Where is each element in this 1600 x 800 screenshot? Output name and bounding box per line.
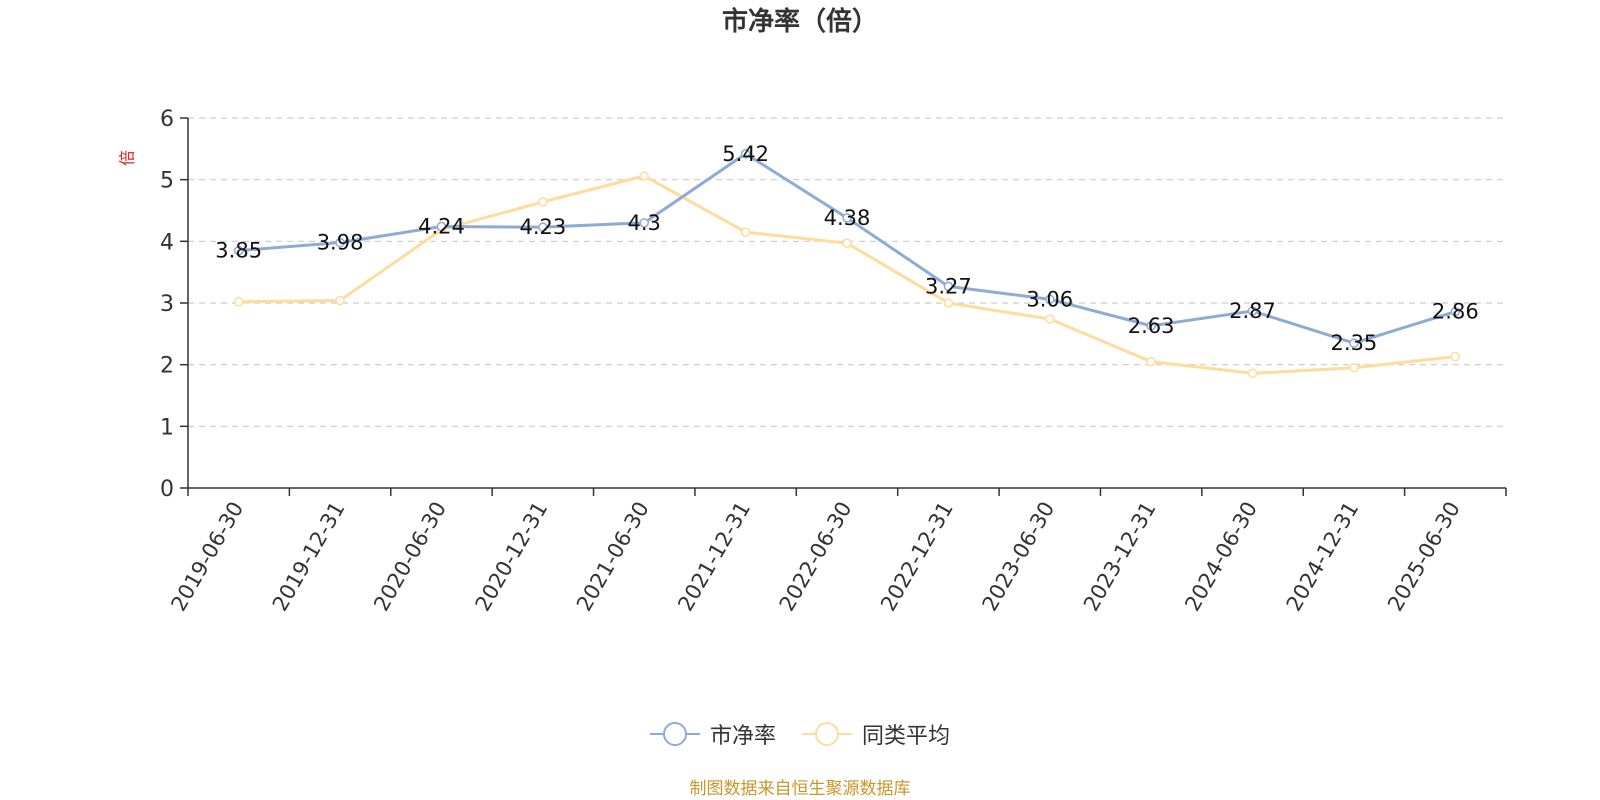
data-label: 4.38 [824,206,871,230]
x-tick-label: 2025-06-30 [1383,498,1465,616]
legend-item-0[interactable]: 市净率 [649,718,776,750]
data-point[interactable] [943,298,954,308]
data-point[interactable] [233,245,244,256]
data-label: 2.87 [1229,299,1276,323]
data-point[interactable] [1146,321,1156,331]
x-tick-label: 2024-06-30 [1180,498,1262,616]
data-point[interactable] [943,281,954,292]
data-point[interactable] [1450,351,1461,362]
data-label: 4.24 [418,215,465,239]
data-point[interactable] [842,238,852,248]
data-point[interactable] [842,213,852,223]
data-point[interactable] [538,197,548,207]
data-label: 3.06 [1026,287,1073,311]
data-labels: 3.85 3.98 4.24 4.23 4.3 5.42 4.38 3.27 3.06 2.63 2… [215,142,1478,355]
x-tick-label: 2023-06-30 [977,498,1059,616]
x-tick-label: 2019-12-31 [268,498,350,616]
data-label: 4.3 [628,211,661,235]
data-point[interactable] [233,297,244,307]
x-tick-label: 2024-12-31 [1282,498,1364,616]
data-point[interactable] [335,237,345,248]
series-lines [233,149,1461,379]
data-point[interactable] [1247,368,1258,379]
y-tick-label: 4 [160,230,174,255]
x-tick-label: 2021-12-31 [673,498,755,616]
x-tick-label: 2021-06-30 [572,498,654,616]
chart-title: 市净率（倍） [721,7,878,37]
data-point[interactable] [1146,356,1156,367]
data-point[interactable] [436,221,447,232]
data-point[interactable] [1045,294,1055,305]
legend-marker-icon [802,721,852,747]
data-point[interactable] [1045,314,1055,324]
data-label: 3.98 [317,231,364,255]
data-point[interactable] [1349,363,1359,373]
y-tick-label: 6 [160,107,174,132]
legend-item-1[interactable]: 同类平均 [802,718,950,750]
data-label: 2.63 [1128,314,1175,338]
y-axis-label: 倍 [118,150,137,166]
data-point[interactable] [538,222,548,232]
legend: 市净率 同类平均 [0,718,1600,750]
data-point[interactable] [1349,338,1359,348]
data-point[interactable] [1450,306,1461,317]
data-label: 5.42 [722,142,769,166]
x-tick-label: 2022-12-31 [876,498,958,616]
data-point[interactable] [335,295,345,306]
data-point[interactable] [740,149,751,159]
data-point[interactable] [1247,306,1258,316]
data-label: 3.27 [925,274,972,298]
data-point[interactable] [740,227,751,237]
data-label: 2.35 [1331,331,1378,355]
legend-marker-icon [649,721,700,747]
data-point[interactable] [639,171,649,181]
x-tick-label: 2020-12-31 [471,498,553,616]
y-tick-label: 5 [160,169,174,194]
source-note: 制图数据来自恒生聚源数据库 [689,779,911,799]
data-label: 4.23 [519,215,566,239]
legend-label: 市净率 [709,724,776,749]
x-tick-label: 2023-12-31 [1079,498,1161,616]
x-tick-label: 2022-06-30 [775,498,857,616]
x-tick-label: 2019-06-30 [166,498,248,616]
legend-label: 同类平均 [862,724,951,749]
data-label: 2.86 [1432,300,1479,324]
y-tick-label: 2 [160,354,174,379]
x-tick-label: 2020-06-30 [369,498,451,616]
data-point[interactable] [639,218,649,228]
grid-lines [188,117,1506,427]
data-label: 3.85 [215,239,262,263]
y-tick-label: 3 [160,292,174,317]
y-tick-label: 1 [160,415,174,440]
y-tick-label: 0 [160,477,174,502]
